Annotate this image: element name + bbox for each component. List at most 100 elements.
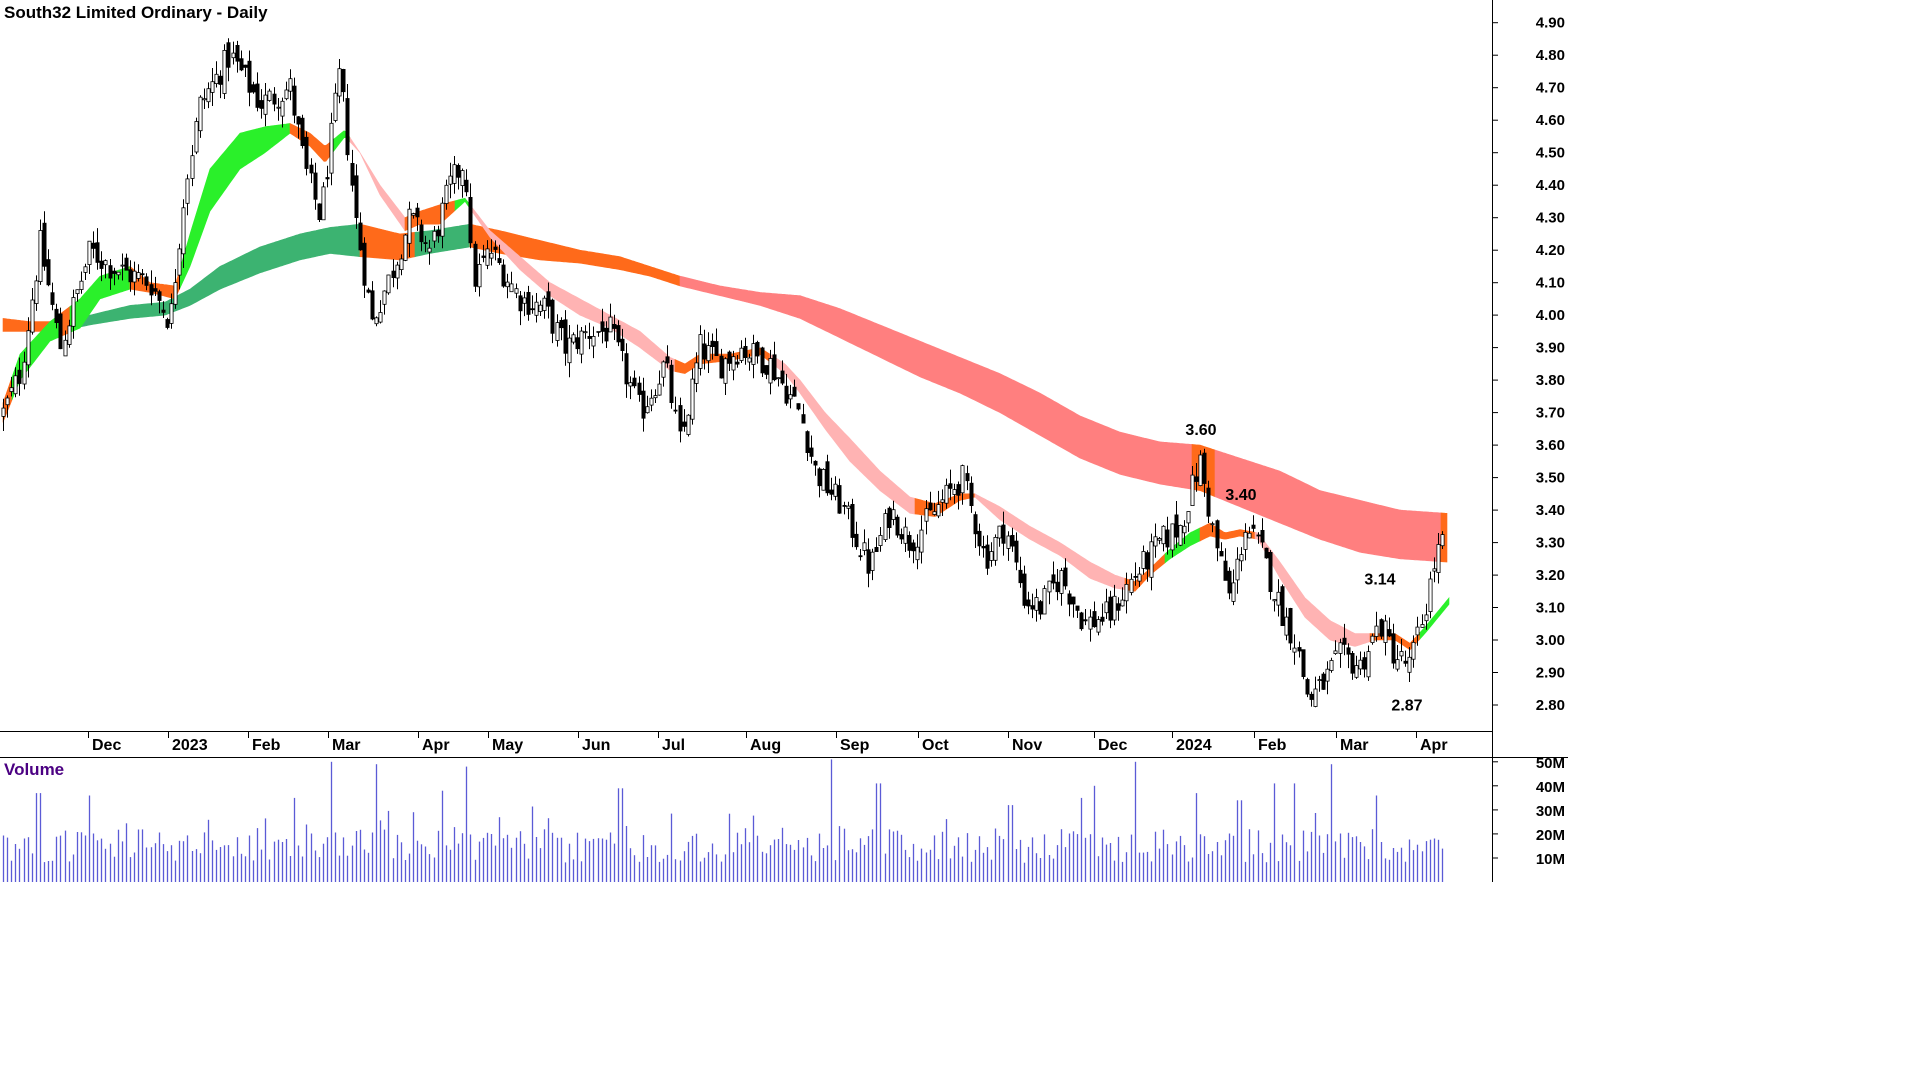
- candle-up: [571, 334, 576, 343]
- y-tick-label: 4.80: [1536, 47, 1565, 64]
- candle-up: [1235, 558, 1240, 581]
- candle-down: [91, 242, 96, 249]
- candle-up: [411, 213, 416, 216]
- x-tick-label: Jul: [662, 737, 685, 754]
- candle-up: [649, 397, 654, 406]
- candle-down: [1194, 476, 1199, 482]
- candle-up: [1210, 523, 1215, 526]
- volume-y-tick-label: 20M: [1536, 827, 1565, 844]
- candle-down: [272, 93, 277, 105]
- candle-up: [878, 535, 883, 547]
- candle-down: [226, 42, 231, 68]
- candle-up: [378, 312, 383, 323]
- candle-up: [382, 290, 387, 305]
- candle-down: [792, 386, 797, 397]
- candle-down: [784, 385, 789, 404]
- candle-down: [1067, 593, 1072, 605]
- candle-down: [530, 308, 535, 311]
- candle-down: [546, 291, 551, 307]
- candle-down: [780, 370, 785, 384]
- candle-up: [579, 330, 584, 355]
- candle-down: [1083, 619, 1088, 622]
- candle-down: [153, 288, 158, 292]
- candle-down: [632, 377, 637, 387]
- candle-up: [267, 90, 272, 101]
- candle-up: [596, 330, 601, 333]
- candle-up: [444, 184, 449, 204]
- x-tick-label: Feb: [1258, 737, 1287, 754]
- candle-up: [862, 542, 867, 551]
- candle-up: [71, 297, 76, 327]
- candle-up: [608, 316, 613, 333]
- candle-up: [198, 96, 203, 132]
- candle-up: [821, 468, 826, 491]
- candle-up: [263, 94, 268, 115]
- candle-down: [251, 84, 256, 93]
- candle-up: [87, 240, 92, 265]
- candle-down: [550, 299, 555, 334]
- y-tick-label: 4.00: [1536, 307, 1565, 324]
- fast-ribbon-segment: [769, 353, 916, 515]
- candle-up: [22, 361, 27, 385]
- candle-up: [477, 263, 482, 288]
- chart-title: South32 Limited Ordinary - Daily: [4, 3, 268, 22]
- candle-up: [67, 325, 72, 345]
- candle-up: [1182, 525, 1187, 534]
- y-tick-label: 4.30: [1536, 210, 1565, 227]
- candle-up: [768, 358, 773, 384]
- candle-up: [686, 414, 691, 435]
- candle-up: [1129, 578, 1134, 593]
- candle-up: [1407, 656, 1412, 673]
- candle-up: [997, 525, 1002, 539]
- candle-up: [30, 299, 35, 333]
- candle-up: [177, 248, 182, 276]
- candle-up: [1157, 538, 1162, 541]
- candle-up: [883, 513, 888, 540]
- candle-down: [42, 222, 47, 267]
- candle-down: [144, 276, 149, 286]
- candle-down: [1108, 596, 1113, 621]
- candle-down: [817, 468, 822, 487]
- y-tick-label: 3.90: [1536, 340, 1565, 357]
- candle-up: [452, 164, 457, 184]
- candle-up: [1440, 534, 1445, 547]
- candle-down: [895, 516, 900, 536]
- candle-down: [1206, 487, 1211, 517]
- candle-down: [1342, 637, 1347, 645]
- candle-up: [13, 375, 18, 395]
- candle-down: [468, 196, 473, 244]
- price-chart-svg: 3.60 3.40 3.14 2.87 2.80 2.90 3.00 3.10 3.20 3.3…: [0, 0, 1568, 882]
- candle-up: [1411, 642, 1416, 660]
- candle-up: [1432, 568, 1437, 572]
- candle-up: [1329, 660, 1334, 671]
- candle-up: [1, 407, 6, 417]
- candle-up: [75, 289, 80, 295]
- axes: 2.80 2.90 3.00 3.10 3.20 3.30 3.40 3.50 3.60 3.70…: [0, 0, 1568, 882]
- candle-down: [559, 319, 564, 329]
- candle-up: [936, 504, 941, 517]
- x-tick-label: Aug: [750, 737, 781, 754]
- candle-up: [1317, 679, 1322, 681]
- candle-up: [399, 258, 404, 271]
- candle-up: [1276, 591, 1281, 606]
- x-tick-label: Mar: [332, 737, 360, 754]
- candle-down: [587, 335, 592, 339]
- candle-down: [300, 117, 305, 146]
- x-tick-label: Oct: [922, 737, 949, 754]
- candle-up: [788, 394, 793, 400]
- candle-down: [977, 530, 982, 547]
- candle-up: [116, 271, 121, 276]
- candle-up: [960, 465, 965, 494]
- candle-down: [140, 273, 145, 276]
- candle-up: [1272, 599, 1277, 602]
- candle-up: [1088, 616, 1093, 630]
- candle-up: [63, 339, 68, 357]
- candle-down: [1092, 611, 1097, 628]
- y-tick-label: 2.80: [1536, 697, 1565, 714]
- candle-up: [280, 100, 285, 117]
- candle-down: [682, 421, 687, 427]
- candle-down: [981, 546, 986, 549]
- candle-up: [698, 334, 703, 369]
- candle-up: [407, 208, 412, 244]
- candle-up: [661, 361, 666, 378]
